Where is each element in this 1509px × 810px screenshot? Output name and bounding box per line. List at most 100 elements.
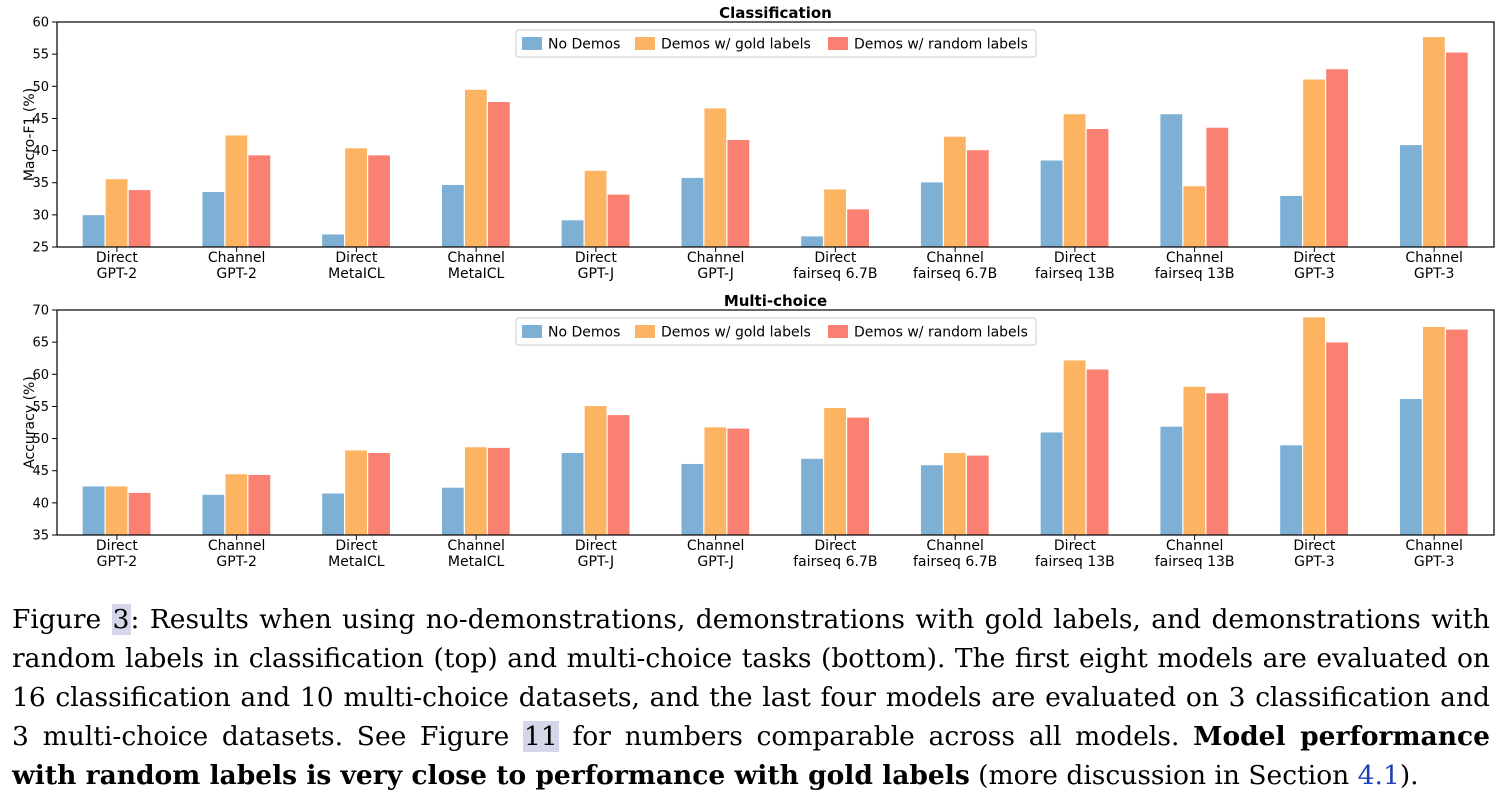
multichoice-ylabel: Accuracy (%): [22, 376, 38, 469]
classification-ytick-label: 25: [32, 241, 49, 256]
classification-legend-swatch: [522, 37, 542, 50]
classification-bar-no-demos: [441, 184, 465, 248]
classification-bar-demos-w-random-labels: [726, 139, 750, 248]
classification-xtick-label: Channel: [447, 250, 504, 266]
classification-ytick-label: 45: [32, 112, 49, 127]
multichoice-xtick-label: GPT-2: [216, 554, 257, 570]
classification-legend-label: Demos w/ random labels: [854, 37, 1028, 53]
multichoice-bar-demos-w-random-labels: [487, 447, 511, 536]
multichoice-bar-demos-w-random-labels: [846, 417, 870, 536]
classification-bar-demos-w-random-labels: [1445, 51, 1469, 248]
multichoice-legend-label: Demos w/ random labels: [854, 325, 1028, 341]
multichoice-bar-demos-w-random-labels: [1445, 328, 1469, 536]
classification-bar-demos-w-random-labels: [846, 208, 870, 248]
multichoice-bar-demos-w-random-labels: [247, 474, 271, 536]
multichoice-bar-demos-w-gold-labels: [943, 452, 967, 536]
multichoice-xtick-label: Channel: [447, 538, 504, 554]
multichoice-bar-demos-w-gold-labels: [703, 426, 727, 536]
classification-bar-no-demos: [1279, 195, 1303, 248]
multichoice-ytick-label: 50: [32, 432, 49, 447]
figure-3-link[interactable]: 3: [111, 604, 131, 635]
classification-xtick-label: Direct: [96, 250, 138, 266]
classification-xtick-label: Direct: [1293, 250, 1335, 266]
multichoice-bar-demos-w-gold-labels: [1063, 359, 1087, 536]
classification-xtick-label: GPT-2: [97, 266, 138, 282]
classification-bar-demos-w-gold-labels: [105, 178, 129, 248]
multichoice-plot-frame: [56, 309, 1495, 536]
multichoice-chart-title: Multi-choice: [724, 292, 827, 310]
multichoice-xtick-label: Channel: [208, 538, 265, 554]
multichoice-bar-demos-w-gold-labels: [584, 405, 608, 536]
multichoice-bar-demos-w-random-labels: [607, 414, 631, 536]
classification-bar-demos-w-gold-labels: [1422, 36, 1446, 248]
classification-legend-swatch: [635, 37, 655, 50]
multichoice-xtick-label: GPT-2: [97, 554, 138, 570]
classification-xtick-label: MetaICL: [328, 266, 385, 282]
multichoice-xtick-label: MetaICL: [448, 554, 505, 570]
multichoice-legend: [515, 317, 1037, 346]
classification-xtick-label: MetaICL: [448, 266, 505, 282]
classification-xtick-label: fairseq 13B: [1155, 266, 1235, 282]
multichoice-bar-demos-w-gold-labels: [344, 449, 368, 536]
classification-xtick-label: GPT-J: [578, 266, 615, 282]
multichoice-ytick-label: 65: [32, 336, 49, 351]
multichoice-bar-no-demos: [1399, 398, 1423, 536]
multichoice-xtick-label: GPT-J: [578, 554, 615, 570]
classification-bar-demos-w-gold-labels: [1063, 113, 1087, 248]
classification-bar-no-demos: [321, 233, 345, 248]
multichoice-bar-demos-w-random-labels: [1325, 341, 1349, 536]
classification-xtick-label: fairseq 6.7B: [793, 266, 877, 282]
multichoice-xtick-label: fairseq 13B: [1035, 554, 1115, 570]
multichoice-ytick-label: 70: [32, 304, 49, 319]
classification-chart: Classification 25 30 35 40 45 50 55 60 Macro-F1 (…: [22, 4, 1495, 282]
multichoice-xtick-label: Direct: [1054, 538, 1096, 554]
section-4-1-link[interactable]: 4.1: [1357, 760, 1400, 791]
caption-text-2: for numbers comparable across all models…: [558, 721, 1194, 752]
classification-legend: [515, 29, 1037, 58]
classification-xtick-label: Channel: [208, 250, 265, 266]
multichoice-ytick-label: 40: [32, 496, 49, 511]
classification-xtick-label: fairseq 13B: [1035, 266, 1115, 282]
multichoice-xtick-label: Channel: [1405, 538, 1462, 554]
multichoice-xtick-label: fairseq 13B: [1155, 554, 1235, 570]
classification-bar-demos-w-random-labels: [1205, 127, 1229, 248]
multichoice-legend-swatch: [522, 325, 542, 338]
classification-legend-swatch: [828, 37, 848, 50]
multichoice-bar-no-demos: [321, 492, 345, 536]
multichoice-xtick-label: MetaICL: [328, 554, 385, 570]
classification-bar-no-demos: [920, 181, 944, 248]
multichoice-bar-no-demos: [800, 458, 824, 536]
multichoice-bar-no-demos: [441, 487, 465, 536]
classification-xtick-label: Channel: [1166, 250, 1223, 266]
multichoice-bar-demos-w-gold-labels: [224, 473, 248, 536]
classification-xtick-label: Channel: [1405, 250, 1462, 266]
classification-ytick-label: 55: [32, 48, 49, 63]
classification-bar-demos-w-random-labels: [1086, 128, 1110, 248]
classification-bar-demos-w-gold-labels: [344, 147, 368, 248]
classification-bar-demos-w-gold-labels: [943, 136, 967, 248]
classification-xtick-label: GPT-3: [1294, 266, 1335, 282]
multichoice-ytick-label: 35: [32, 529, 49, 544]
classification-bar-demos-w-gold-labels: [703, 107, 727, 248]
classification-bar-demos-w-gold-labels: [584, 170, 608, 248]
multichoice-bar-demos-w-random-labels: [128, 492, 152, 536]
multichoice-bar-no-demos: [1159, 426, 1183, 536]
multichoice-bar-demos-w-gold-labels: [105, 485, 129, 536]
caption-prefix: Figure: [12, 604, 112, 635]
multichoice-bar-demos-w-random-labels: [966, 454, 990, 536]
multichoice-bar-no-demos: [920, 464, 944, 536]
multichoice-xtick-label: Channel: [926, 538, 983, 554]
classification-bar-no-demos: [800, 235, 824, 248]
classification-bar-no-demos: [1399, 144, 1423, 248]
figure-11-link[interactable]: 11: [523, 721, 559, 752]
multichoice-xtick-label: Channel: [687, 538, 744, 554]
caption-text-4: ).: [1399, 760, 1419, 791]
classification-plot-frame: [56, 21, 1495, 248]
classification-bar-demos-w-gold-labels: [823, 188, 847, 248]
classification-xtick-label: GPT-J: [697, 266, 734, 282]
classification-ytick-label: 50: [32, 80, 49, 95]
multichoice-legend-label: Demos w/ gold labels: [661, 325, 811, 341]
multichoice-xtick-label: Direct: [96, 538, 138, 554]
multichoice-bar-demos-w-gold-labels: [1422, 326, 1446, 536]
multichoice-bar-no-demos: [82, 485, 106, 536]
